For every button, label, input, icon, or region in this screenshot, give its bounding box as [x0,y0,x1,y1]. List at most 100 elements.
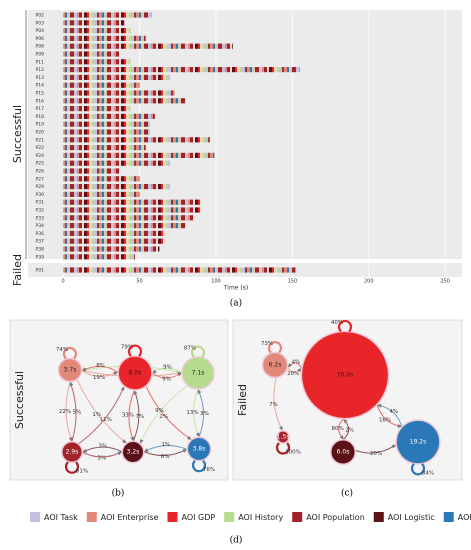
gaze-sequence [63,137,210,143]
caption: (c) [341,488,353,499]
caption: (d) [230,535,243,546]
row-label: P02 [36,13,45,19]
row-label: P21 [36,137,45,143]
transition-edge [338,418,345,440]
gaze-sequence [63,199,201,205]
node-label: 6.0s [337,449,350,456]
gaze-sequence [63,129,151,135]
transition-edge [78,386,125,445]
node-label: 8.0s [129,370,142,377]
loop-label: 61% [76,469,88,475]
transition-edge [273,377,283,431]
gaze-sequence [63,215,195,221]
transition-edge [69,381,77,442]
transition-edge [144,445,188,452]
edge-label: 9% [162,377,171,383]
edge-label: 4% [292,359,301,365]
legend-label: AOI History [238,513,283,522]
loop-label: 40% [331,320,343,326]
row-label: P30 [36,192,45,198]
row-label: P17 [36,106,45,112]
row-label: P20 [36,130,45,136]
transition-edge [342,419,350,441]
gaze-sequence [63,207,201,213]
gaze-sequence [63,82,140,88]
gaze-sequence [63,106,131,112]
edge-label: 3% [97,456,106,462]
row-label: P13 [36,75,45,81]
x-tick-label: 0 [62,279,65,285]
edge-label: 7% [269,402,278,408]
gaze-sequence [63,168,120,174]
transition-edge [82,446,123,453]
gaze-sequence [63,184,171,190]
caption: (a) [230,298,242,309]
transition-edge [81,370,118,377]
x-tick-label: 250 [440,279,450,285]
transition-edge [286,366,302,374]
edge-label: 9% [155,408,164,414]
aoi-node [300,330,390,420]
transition-edge [132,390,140,442]
aoi-node [330,439,356,465]
node-label: 3.2s [127,449,140,456]
gaze-sequence [63,223,186,229]
x-tick-label: 100 [211,279,221,285]
transition-edge [354,444,396,454]
row-label: P24 [36,153,45,159]
row-label: P14 [36,83,45,89]
row-label: P38 [36,247,45,253]
loop-label: 100% [285,450,301,456]
gaze-sequence [63,59,131,65]
legend-label: AOI Enterprise [101,513,159,522]
legend-label: AOI Logistic [388,513,435,522]
row-label: P12 [36,67,45,73]
edge-label: 11% [100,417,112,423]
row-label: P19 [36,122,45,128]
node-label: 7.1s [192,370,205,377]
legend-swatch [292,512,303,522]
loop-label: 76% [203,467,215,473]
aoi-node [186,436,212,462]
legend-swatch [167,512,178,522]
legend-label: AOI Task [44,513,78,522]
legend-label: AOI Ranking [458,513,471,522]
edge-label: 7% [136,414,145,420]
loop-label: 74% [56,347,68,353]
edge-label: 20% [370,451,382,457]
transition-edge [139,384,189,444]
aoi-node [121,440,145,464]
transition-edge [65,381,73,442]
transition-edge [143,449,187,457]
aoi-node [395,419,441,465]
row-label: P03 [36,20,45,26]
aoi-node [261,351,289,379]
self-loop [190,345,206,358]
gaze-sequence [63,160,171,166]
edge-label: 9% [163,365,172,371]
transition-edge [128,389,136,441]
edge-label: 33% [122,412,134,418]
self-loop [267,341,283,354]
edge-label: 8% [96,363,105,369]
edge-label: 3% [98,444,107,450]
x-tick-label: 150 [288,279,298,285]
node-label: 2.9s [66,449,79,456]
row-label: P29 [36,184,45,190]
row-label: P08 [36,44,45,50]
self-loop [127,344,143,357]
node-label: 6.2s [269,362,282,369]
gaze-sequence [63,12,152,18]
edge-label: 1% [161,442,170,448]
row-label: P25 [36,161,45,167]
transition-edge [145,385,192,440]
edge-label: 2% [345,427,354,433]
edge-label: 5% [73,410,82,416]
gaze-sequence [63,267,296,273]
gaze-sequence [63,191,140,197]
row-label: P34 [36,223,45,229]
gaze-sequence [63,90,175,96]
edge-label: 19% [93,375,105,381]
gaze-sequence [63,35,146,41]
gaze-sequence [63,20,125,26]
